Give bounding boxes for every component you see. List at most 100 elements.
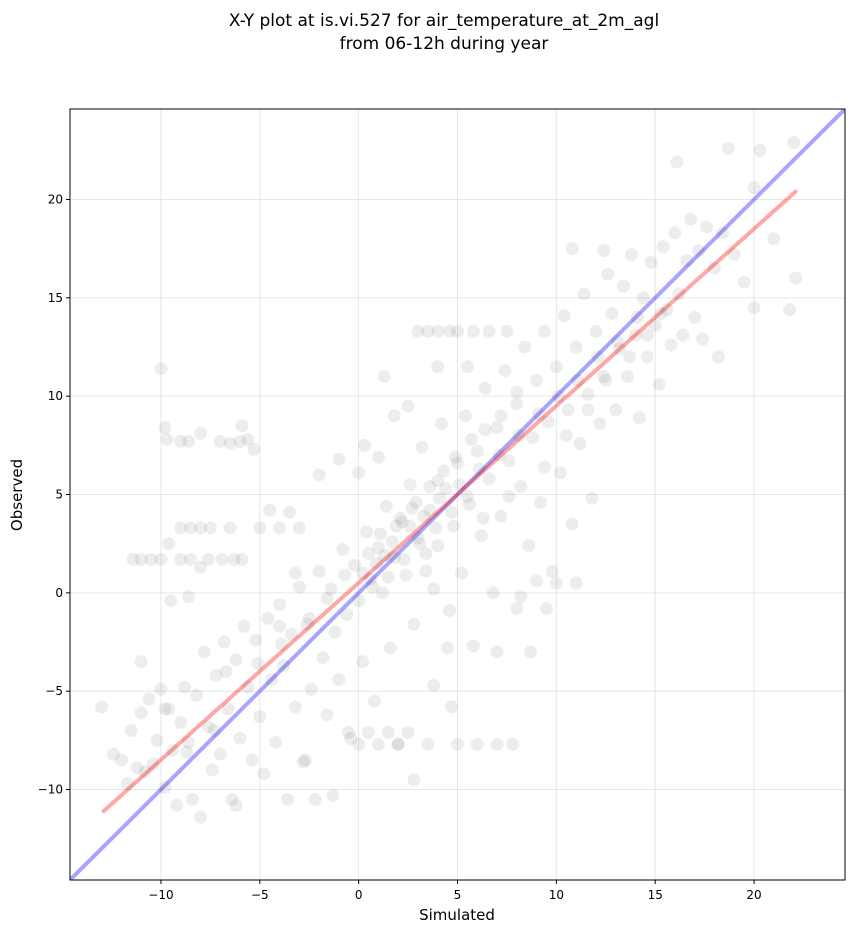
data-point — [492, 448, 506, 462]
data-point — [565, 242, 579, 256]
data-point — [126, 552, 140, 566]
data-point — [371, 450, 385, 464]
data-point — [524, 645, 538, 659]
data-point — [482, 472, 496, 486]
data-point — [672, 287, 686, 301]
data-point — [417, 509, 431, 523]
data-point — [221, 702, 235, 716]
data-point — [375, 586, 389, 600]
data-point — [164, 594, 178, 608]
data-point — [142, 692, 156, 706]
data-point — [783, 303, 797, 317]
data-point — [391, 737, 405, 751]
data-point — [753, 143, 767, 157]
data-point — [360, 525, 374, 539]
data-point — [443, 604, 457, 618]
data-point — [466, 639, 480, 653]
data-point — [490, 421, 504, 435]
data-point — [154, 682, 168, 696]
data-point — [423, 503, 437, 517]
data-point — [174, 552, 188, 566]
data-point — [407, 773, 421, 787]
data-point — [389, 519, 403, 533]
data-point — [636, 291, 650, 305]
data-point — [371, 541, 385, 555]
data-point — [144, 552, 158, 566]
data-point — [411, 324, 425, 338]
data-point — [223, 521, 237, 535]
data-point — [427, 582, 441, 596]
data-point — [684, 212, 698, 226]
data-point — [557, 309, 571, 323]
data-point — [676, 328, 690, 342]
data-point — [510, 602, 524, 616]
data-point — [158, 421, 172, 435]
data-point — [443, 324, 457, 338]
data-point — [249, 633, 263, 647]
y-tick-label: 10 — [48, 389, 63, 403]
data-point — [561, 403, 575, 417]
data-point — [429, 521, 443, 535]
data-point — [371, 737, 385, 751]
data-point — [585, 491, 599, 505]
data-point — [447, 519, 461, 533]
data-point — [421, 324, 435, 338]
data-point — [708, 261, 722, 275]
y-tick-label: 5 — [55, 488, 63, 502]
data-point — [182, 735, 196, 749]
data-point — [439, 482, 453, 496]
data-point — [452, 478, 466, 492]
data-point — [182, 590, 196, 604]
one-to-one-line — [70, 109, 845, 880]
data-point — [247, 442, 261, 456]
data-point — [365, 580, 379, 594]
x-tick-label: 5 — [454, 888, 462, 902]
x-tick-label: −5 — [251, 888, 269, 902]
data-point — [233, 731, 247, 745]
x-tick-label: 10 — [549, 888, 564, 902]
data-point — [377, 369, 391, 383]
data-point — [385, 535, 399, 549]
data-point — [502, 489, 516, 503]
data-point — [413, 537, 427, 551]
data-point — [332, 672, 346, 686]
data-point — [273, 598, 287, 612]
data-point — [486, 586, 500, 600]
data-point — [193, 521, 207, 535]
data-point — [512, 428, 526, 442]
data-point — [369, 556, 383, 570]
data-point — [581, 387, 595, 401]
data-point — [320, 592, 334, 606]
data-point — [158, 702, 172, 716]
data-point — [787, 135, 801, 149]
data-point — [721, 141, 735, 155]
data-point — [197, 645, 211, 659]
data-point — [362, 725, 376, 739]
data-point — [506, 737, 520, 751]
data-point — [288, 700, 302, 714]
grid — [70, 109, 845, 880]
data-point — [209, 668, 223, 682]
data-point — [530, 574, 544, 588]
data-point — [383, 641, 397, 655]
data-point — [472, 462, 486, 476]
data-point — [431, 324, 445, 338]
data-point — [251, 657, 265, 671]
data-point — [747, 181, 761, 195]
y-tick-label: −5 — [45, 684, 63, 698]
data-point — [652, 377, 666, 391]
data-point — [124, 724, 138, 738]
data-point — [397, 552, 411, 566]
data-point — [553, 466, 567, 480]
data-point — [423, 480, 437, 494]
data-point — [571, 373, 585, 387]
data-point — [263, 503, 277, 517]
data-point — [431, 360, 445, 374]
data-point — [130, 761, 144, 775]
data-point — [235, 419, 249, 433]
data-point — [514, 590, 528, 604]
data-point — [160, 432, 174, 446]
data-point — [184, 552, 198, 566]
data-point — [700, 220, 714, 234]
